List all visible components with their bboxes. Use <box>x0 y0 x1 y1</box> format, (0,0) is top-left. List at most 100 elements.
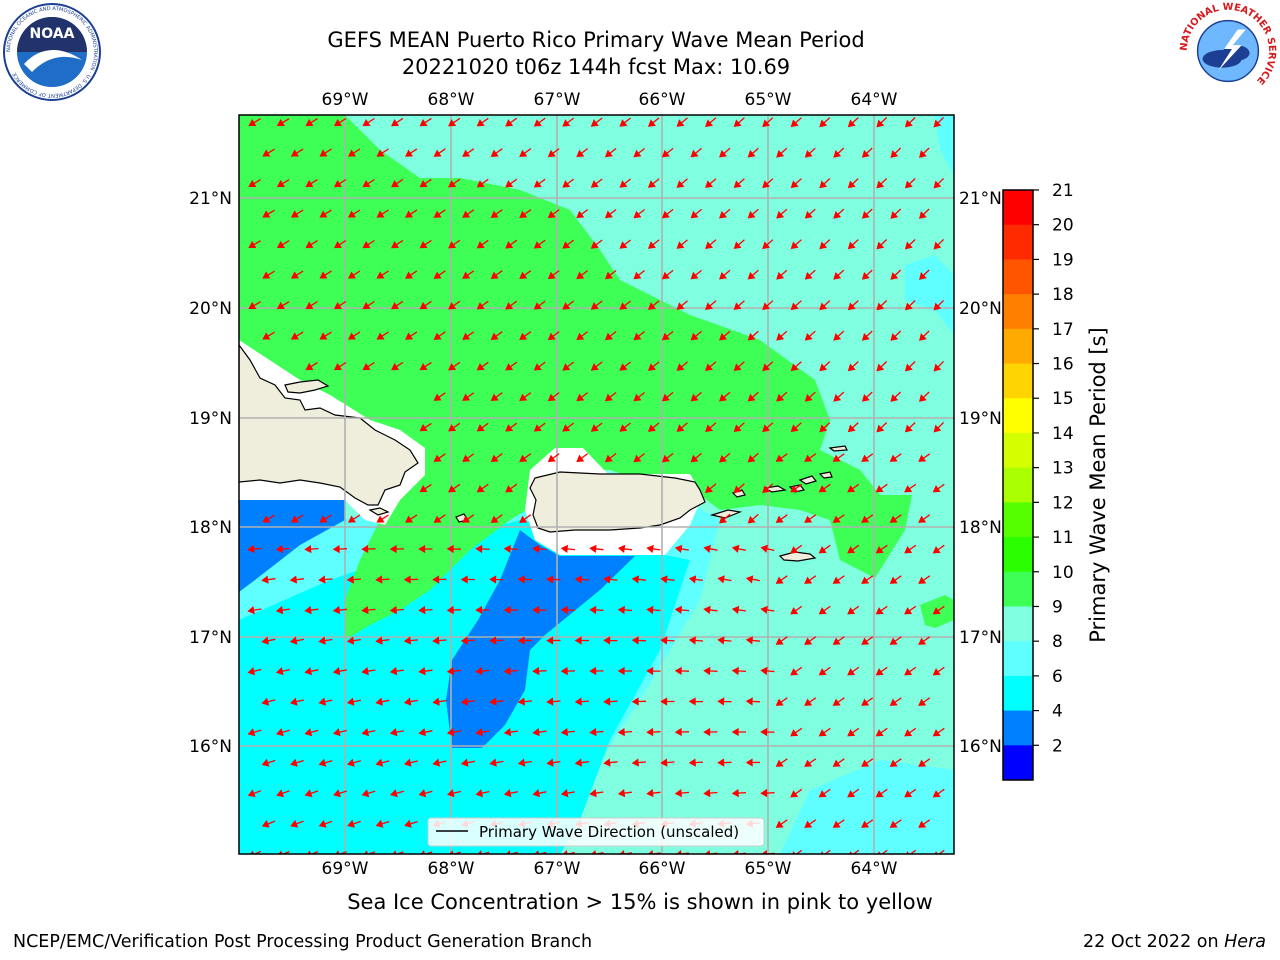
wave-arrow <box>332 605 348 615</box>
wave-arrow <box>889 758 902 767</box>
wave-arrow <box>576 209 589 219</box>
wave-arrow <box>818 788 831 798</box>
wave-arrow <box>475 789 490 798</box>
colorbar-segment <box>1003 467 1033 503</box>
wave-arrow <box>462 209 475 218</box>
wave-arrow <box>248 240 261 248</box>
wave-arrow <box>562 300 575 310</box>
land-st-thomas <box>763 485 787 493</box>
wave-arrow <box>247 789 262 798</box>
wave-arrow <box>847 422 859 433</box>
wave-arrow <box>861 575 874 584</box>
wave-arrow <box>405 514 418 523</box>
wave-arrow <box>560 728 576 737</box>
land-tortola <box>798 475 818 485</box>
wave-arrow <box>290 270 304 279</box>
wave-arrow <box>248 118 261 126</box>
wave-arrow <box>375 575 390 584</box>
wave-arrow <box>646 727 661 737</box>
wave-arrow <box>832 697 845 706</box>
wave-arrow <box>819 422 831 433</box>
wave-arrow <box>705 483 717 494</box>
colorbar-tick: 14 <box>1052 424 1074 444</box>
wave-arrow <box>419 239 432 249</box>
wave-arrow <box>776 208 788 219</box>
wave-arrow <box>604 391 617 402</box>
wave-arrow <box>560 605 576 615</box>
wave-arrow <box>875 544 888 554</box>
wave-arrow <box>705 178 717 189</box>
wave-arrow <box>705 361 717 372</box>
wave-arrow <box>919 330 930 341</box>
wave-arrow <box>676 422 688 432</box>
wave-arrow <box>375 697 390 706</box>
wave-arrow <box>490 209 503 219</box>
wave-arrow <box>745 636 761 645</box>
wave-arrow <box>719 452 731 463</box>
wave-arrow <box>361 789 376 798</box>
wave-arrow <box>603 575 618 584</box>
map-legend: Primary Wave Direction (unscaled) <box>427 817 765 847</box>
wave-arrow <box>432 575 447 584</box>
wave-arrow <box>446 728 462 737</box>
colorbar-segment <box>1003 606 1033 642</box>
wave-arrow <box>275 728 290 737</box>
wave-arrow <box>661 391 674 402</box>
wave-arrow <box>861 208 873 219</box>
wave-arrow <box>589 605 604 615</box>
wave-arrow <box>532 789 547 798</box>
wave-arrow <box>933 177 945 189</box>
wave-arrow <box>391 178 404 188</box>
wave-arrow <box>519 270 532 280</box>
wave-arrow <box>760 666 775 676</box>
wave-arrow <box>617 788 632 798</box>
colorbar-segment <box>1003 502 1033 538</box>
colorbar-segment <box>1003 571 1033 607</box>
wave-arrow <box>861 636 874 645</box>
wave-arrow <box>690 391 702 402</box>
wave-arrow <box>532 605 547 615</box>
wave-arrow <box>631 636 647 645</box>
wave-arrow <box>876 239 888 250</box>
footer-host: Hera <box>1224 932 1266 952</box>
lon-tick-bottom: 68°W <box>428 859 475 879</box>
wave-arrow <box>762 361 774 372</box>
wave-arrow <box>919 269 930 280</box>
colorbar-tick: 4 <box>1052 702 1063 722</box>
wave-arrow <box>847 727 860 737</box>
wave-arrow <box>747 330 759 341</box>
wave-arrow <box>760 727 775 737</box>
wave-arrow <box>833 208 845 219</box>
footer-date: 22 Oct 2022 on Hera <box>1083 932 1266 952</box>
wave-arrow <box>847 544 860 554</box>
wave-arrow <box>261 636 276 645</box>
wave-arrow <box>703 727 718 737</box>
wave-arrow <box>733 300 745 311</box>
wave-arrow <box>775 575 788 584</box>
wave-arrow <box>875 483 888 493</box>
colorbar-segment <box>1003 259 1033 295</box>
wave-arrow <box>875 666 888 676</box>
wave-arrow <box>918 758 931 767</box>
colorbar-segment <box>1003 224 1033 260</box>
wave-arrow <box>604 269 617 280</box>
wave-arrow <box>875 605 888 615</box>
wave-arrow <box>647 239 660 249</box>
wave-arrow <box>889 453 902 462</box>
wave-arrow <box>604 208 617 219</box>
wave-arrow <box>819 178 831 189</box>
wave-arrow <box>690 147 702 158</box>
wave-arrow <box>604 330 617 341</box>
wave-arrow <box>833 391 845 402</box>
wave-arrow <box>433 514 446 523</box>
wave-arrow <box>918 697 931 706</box>
wave-arrow <box>304 667 319 676</box>
wave-arrow <box>790 361 802 372</box>
wave-arrow <box>603 758 618 767</box>
lon-tick-bottom: 67°W <box>534 859 581 879</box>
wave-arrow <box>275 544 291 554</box>
wave-arrow <box>432 758 447 767</box>
wave-arrow <box>261 819 276 828</box>
wave-arrow <box>562 178 575 188</box>
wave-arrow <box>460 636 476 645</box>
